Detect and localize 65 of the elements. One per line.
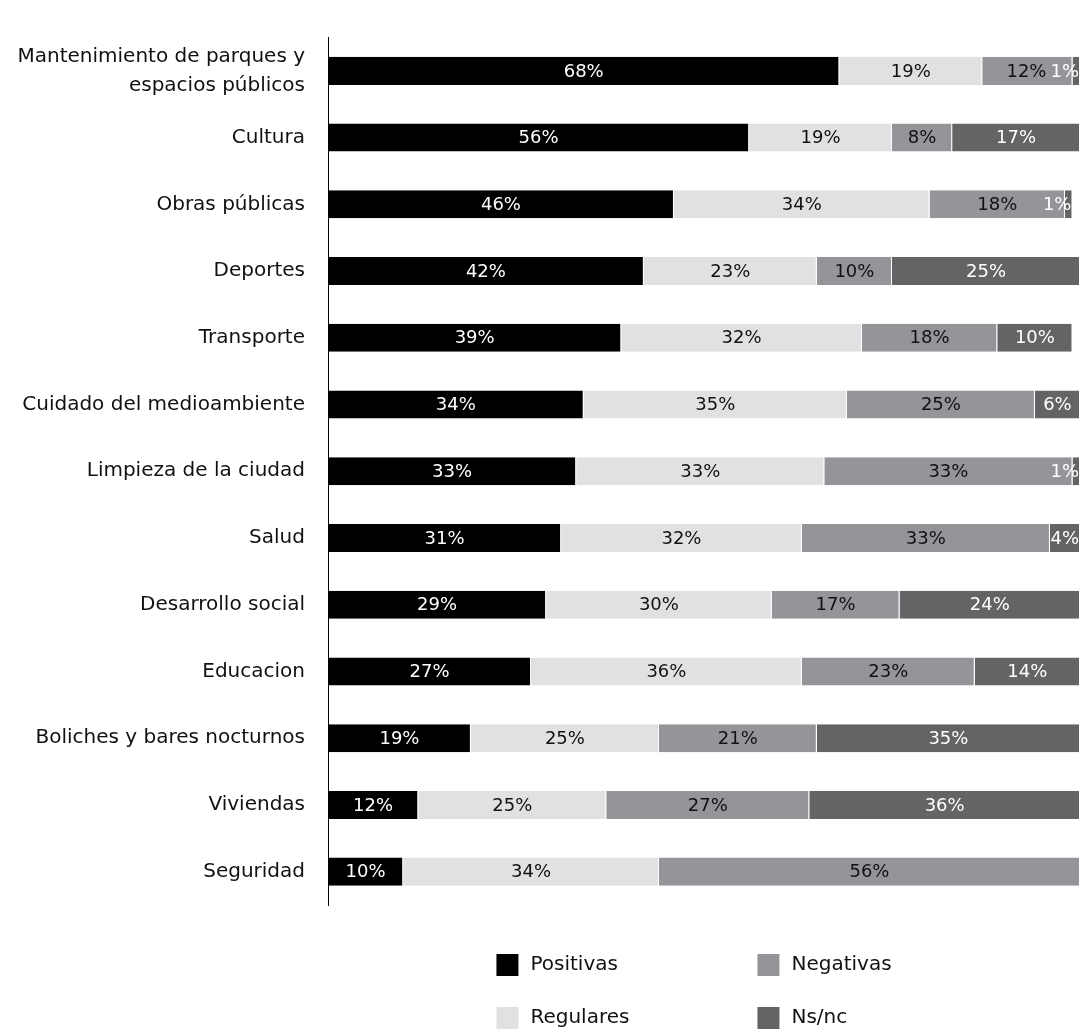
legend-label: Regulares: [530, 1004, 630, 1029]
data-label: 23%: [868, 660, 909, 682]
data-label: 34%: [511, 860, 552, 882]
data-label: 23%: [710, 259, 751, 281]
y-tick-label: Deportes: [213, 257, 305, 282]
data-label: 24%: [969, 593, 1010, 615]
data-label: 36%: [924, 793, 965, 815]
y-tick-label: Seguridad: [203, 857, 305, 882]
data-label: 18%: [909, 326, 950, 348]
data-label: 39%: [454, 326, 495, 348]
data-label: 56%: [849, 860, 890, 882]
data-label: 27%: [687, 793, 728, 815]
data-label: 35%: [928, 726, 969, 748]
data-label: 31%: [424, 526, 465, 548]
data-label: 17%: [815, 593, 856, 615]
y-tick-label: Limpieza de la ciudad: [86, 457, 305, 482]
data-label: 4%: [1050, 526, 1079, 548]
data-label: 33%: [432, 459, 473, 481]
data-label: 25%: [492, 793, 533, 815]
data-label: 25%: [544, 726, 585, 748]
data-label: 35%: [695, 393, 736, 415]
y-tick-label: Mantenimiento de parques y espacios públicos: [17, 42, 306, 96]
data-label: 17%: [996, 126, 1037, 148]
data-label: 25%: [920, 393, 961, 415]
data-label: 12%: [1006, 59, 1047, 81]
y-tick-label: Salud: [249, 524, 305, 549]
data-label: 19%: [890, 59, 931, 81]
data-label: 19%: [800, 126, 841, 148]
data-label: 34%: [781, 193, 822, 214]
data-label: 29%: [417, 593, 458, 615]
data-label: 33%: [680, 459, 721, 481]
data-label: 32%: [721, 326, 762, 348]
data-label: 19%: [379, 726, 420, 748]
data-label: 18%: [977, 193, 1018, 214]
y-tick-label: Obras públicas: [156, 190, 305, 215]
y-tick-label: Desarrollo social: [140, 590, 305, 615]
legend-label: Negativas: [791, 951, 892, 976]
data-label: 46%: [480, 193, 521, 214]
data-label: 30%: [638, 593, 679, 615]
data-label: 10%: [1014, 326, 1055, 348]
data-label: 10%: [834, 259, 875, 281]
y-tick-label: Transporte: [197, 323, 305, 348]
data-label: 56%: [518, 126, 559, 148]
y-tick-label: Educacion: [202, 657, 305, 682]
y-tick-label: Cultura: [231, 123, 305, 148]
data-label: 21%: [717, 726, 758, 748]
data-label: 14%: [1007, 660, 1048, 682]
y-tick-label: Cuidado del medioambiente: [22, 390, 305, 415]
data-label: 27%: [409, 660, 450, 682]
data-label: 6%: [1043, 393, 1072, 415]
data-label: 12%: [353, 793, 394, 815]
data-label: 33%: [905, 526, 946, 548]
data-label: 25%: [965, 259, 1007, 281]
data-label: 42%: [465, 259, 506, 281]
data-label: 32%: [661, 526, 702, 548]
y-tick-label: Viviendas: [208, 791, 305, 816]
data-label: 33%: [928, 459, 969, 481]
y-tick-label: Boliches y bares nocturnos: [35, 724, 305, 749]
legend-label: Positivas: [530, 951, 618, 976]
data-label: 34%: [435, 393, 476, 415]
data-label: 10%: [345, 860, 386, 882]
data-label: 68%: [563, 59, 604, 81]
legend-label: Ns/nc: [791, 1004, 848, 1029]
data-label: 8%: [907, 126, 937, 148]
data-label: 36%: [646, 660, 687, 682]
